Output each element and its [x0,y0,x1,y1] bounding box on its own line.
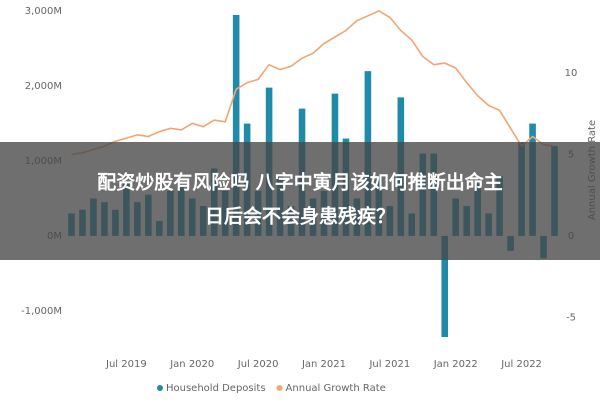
y2-tick-label: 10 [565,68,578,79]
bar [232,14,240,236]
banner-text: 日后会不会身患残疾？ [205,205,395,228]
y2-tick-label: -5 [566,312,576,323]
y-tick-label: 2,000M [25,81,62,92]
y-tick-label: 3,000M [25,6,62,17]
x-tick-label: Jan 2020 [169,359,214,370]
line [71,10,555,156]
legend-marker [276,385,283,391]
y-tick-label: -1,000M [21,306,62,317]
x-tick-label: Jul 2021 [368,359,410,370]
legend-label: Household Deposits [166,383,266,394]
legend-marker [157,385,163,391]
x-tick-label: Jul 2019 [105,359,147,370]
banner-background [0,142,600,260]
x-tick-label: Jan 2021 [301,359,346,370]
x-tick-label: Jul 2020 [237,359,279,370]
banner-text: 配资炒股有风险吗 八字中寅月该如何推断出命主 [97,171,503,194]
bar [441,235,449,338]
x-tick-label: Jul 2022 [500,359,542,370]
legend-label: Annual Growth Rate [286,383,386,394]
x-tick-label: Jan 2022 [433,359,478,370]
